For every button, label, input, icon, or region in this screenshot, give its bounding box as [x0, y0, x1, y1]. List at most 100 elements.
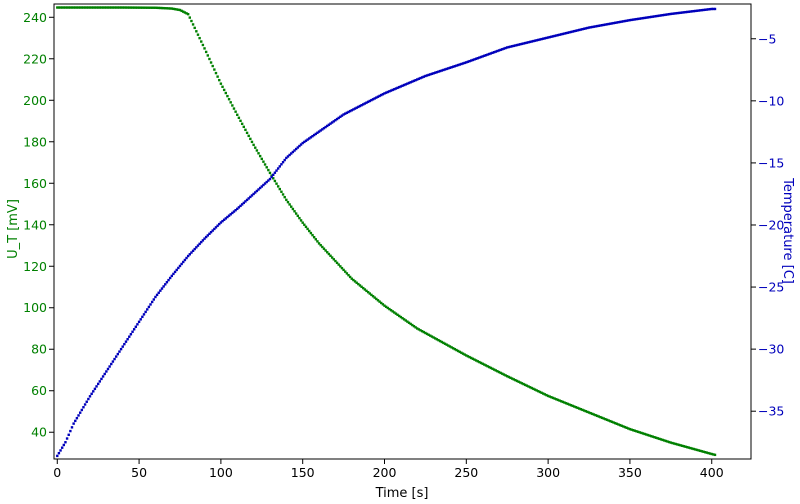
data-point — [550, 35, 553, 38]
data-point — [615, 422, 619, 426]
data-point — [679, 11, 682, 14]
data-point — [613, 421, 617, 425]
data-point — [95, 6, 98, 9]
data-point — [352, 108, 355, 111]
data-point — [344, 270, 347, 273]
data-point — [538, 38, 542, 41]
data-point — [494, 369, 497, 372]
data-point — [672, 442, 676, 445]
data-point — [209, 61, 213, 64]
data-point — [465, 354, 468, 357]
data-point — [319, 243, 322, 247]
data-point — [219, 82, 223, 85]
data-point — [198, 242, 201, 246]
data-point — [221, 219, 224, 223]
data-point — [288, 203, 291, 206]
data-point — [607, 419, 610, 422]
data-point — [514, 44, 517, 47]
data-point — [667, 440, 671, 444]
data-point — [689, 446, 692, 450]
data-point — [682, 11, 686, 14]
data-point — [322, 126, 326, 130]
data-point — [450, 66, 453, 69]
data-point — [221, 85, 224, 88]
data-point — [669, 12, 673, 16]
data-point — [520, 42, 524, 46]
data-point — [273, 171, 277, 174]
data-point — [64, 441, 67, 444]
data-point — [618, 20, 622, 24]
data-point — [314, 132, 317, 136]
data-point — [445, 343, 448, 346]
data-point — [291, 150, 295, 154]
data-point — [190, 251, 193, 254]
data-point — [200, 240, 203, 244]
data-point — [609, 22, 612, 25]
data-point — [247, 197, 250, 200]
data-point — [502, 373, 506, 376]
data-point — [363, 288, 367, 291]
data-point — [124, 340, 128, 343]
data-point — [524, 41, 527, 45]
data-point — [168, 276, 172, 280]
data-point — [198, 36, 201, 40]
data-point — [396, 86, 399, 90]
data-point — [193, 26, 196, 30]
data-point — [540, 37, 543, 41]
data-point — [488, 365, 491, 369]
data-point — [627, 427, 630, 430]
data-point — [368, 99, 371, 103]
data-point — [401, 317, 404, 320]
data-point — [154, 6, 157, 9]
data-point — [255, 149, 259, 152]
data-point — [70, 6, 74, 9]
data-point — [234, 110, 237, 113]
data-point — [72, 422, 75, 425]
data-point — [488, 52, 491, 56]
data-point — [249, 195, 252, 199]
data-point — [126, 6, 129, 9]
data-point — [141, 315, 144, 319]
data-point — [687, 10, 691, 13]
data-point — [589, 411, 592, 415]
data-point — [546, 36, 550, 39]
data-point — [80, 408, 84, 412]
data-point — [661, 13, 664, 17]
data-point — [604, 417, 607, 421]
data-point — [535, 389, 538, 392]
data-point — [692, 447, 695, 451]
data-point — [204, 235, 208, 239]
data-point — [101, 6, 105, 9]
data-point — [689, 10, 692, 13]
data-point — [59, 449, 62, 452]
data-point — [636, 430, 640, 434]
data-point — [162, 6, 165, 10]
data-point — [365, 289, 368, 293]
data-point — [296, 146, 299, 149]
data-point — [180, 9, 183, 13]
data-point — [265, 166, 268, 169]
data-point — [479, 55, 483, 59]
data-point — [576, 29, 579, 32]
data-point — [573, 405, 576, 408]
data-point — [656, 14, 659, 18]
data-point — [119, 347, 123, 351]
data-point — [185, 12, 188, 15]
left-y-axis-title: U_T [mV] — [6, 199, 21, 259]
data-point — [682, 445, 686, 448]
data-point — [170, 274, 174, 278]
data-point — [303, 140, 306, 144]
data-point — [424, 74, 427, 78]
data-point — [558, 399, 561, 402]
data-point — [638, 431, 641, 434]
data-point — [610, 22, 614, 25]
data-point — [515, 379, 519, 383]
data-point — [213, 68, 216, 71]
data-point — [425, 332, 429, 336]
data-point — [473, 358, 476, 361]
data-point — [373, 97, 376, 100]
data-point — [67, 433, 70, 436]
data-point — [88, 6, 92, 9]
data-point — [453, 64, 457, 68]
data-point — [72, 6, 75, 9]
